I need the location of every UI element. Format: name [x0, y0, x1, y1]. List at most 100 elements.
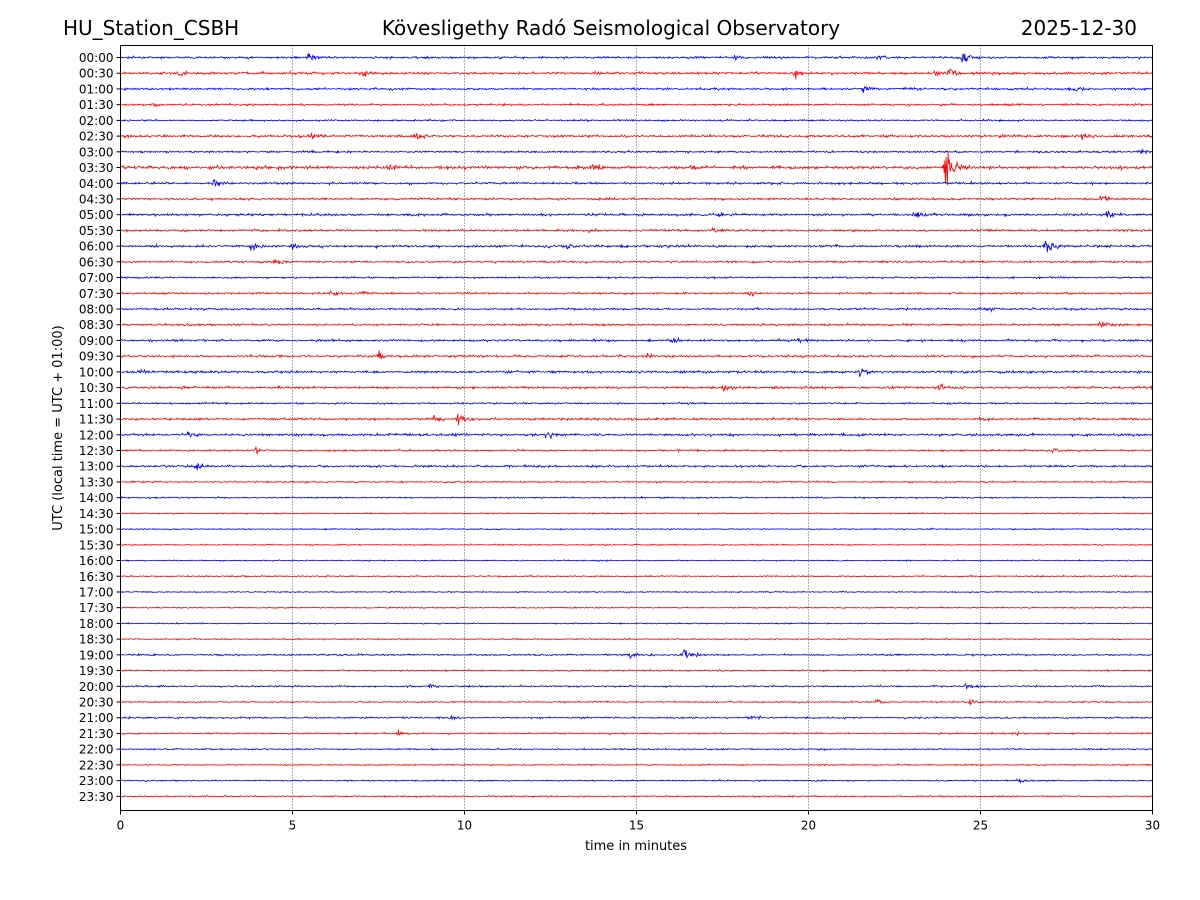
- y-tick-label: 18:00: [79, 617, 114, 631]
- trace-0900: [120, 336, 1153, 345]
- y-tick-label: 19:00: [79, 648, 114, 662]
- y-tick-label: 23:00: [79, 774, 114, 788]
- trace-0430: [120, 195, 1153, 202]
- trace-1930: [120, 668, 1153, 673]
- y-tick-label: 22:00: [79, 743, 114, 757]
- trace-1330: [120, 480, 1153, 484]
- plot-frame: [120, 45, 1153, 811]
- x-tick-label: 20: [801, 819, 816, 833]
- y-tick-label: 19:30: [79, 664, 114, 678]
- y-tick-label: 12:00: [79, 428, 114, 442]
- date-label: 2025-12-30: [1021, 16, 1137, 40]
- trace-2200: [120, 747, 1153, 752]
- trace-1130: [120, 413, 1153, 426]
- trace-0500: [120, 210, 1153, 218]
- vertical-grid: [292, 45, 981, 811]
- y-tick-label: 16:30: [79, 570, 114, 584]
- trace-0100: [120, 85, 1153, 93]
- trace-0630: [120, 258, 1153, 265]
- trace-0400: [120, 178, 1153, 187]
- trace-0200: [120, 118, 1153, 123]
- y-tick-label: 03:00: [79, 145, 114, 159]
- y-tick-label: 17:30: [79, 601, 114, 615]
- y-tick-label: 00:30: [79, 67, 114, 81]
- y-tick-label: 17:00: [79, 585, 114, 599]
- station-label: HU_Station_CSBH: [63, 16, 239, 40]
- trace-1730: [120, 606, 1153, 610]
- x-ticks: 0 5 10 15 20 25 30: [117, 810, 1160, 833]
- x-tick-label: 30: [1145, 819, 1160, 833]
- trace-1230: [120, 446, 1153, 455]
- y-tick-label: 15:30: [79, 538, 114, 552]
- y-tick-label: 14:30: [79, 507, 114, 521]
- y-tick-label: 15:00: [79, 523, 114, 537]
- y-tick-label: 10:30: [79, 381, 114, 395]
- chart-title: Kövesligethy Radó Seismological Observat…: [382, 16, 840, 40]
- y-tick-label: 11:30: [79, 413, 114, 427]
- y-tick-label: 21:00: [79, 711, 114, 725]
- trace-0730: [120, 289, 1153, 297]
- y-tick-label: 16:00: [79, 554, 114, 568]
- y-tick-label: 07:00: [79, 271, 114, 285]
- trace-0130: [120, 102, 1153, 108]
- y-tick-label: 01:00: [79, 82, 114, 96]
- trace-1300: [120, 462, 1153, 471]
- trace-2230: [120, 763, 1153, 767]
- trace-2330: [120, 794, 1153, 799]
- trace-1900: [120, 649, 1153, 659]
- y-tick-label: 00:00: [79, 51, 114, 65]
- trace-1030: [120, 383, 1153, 393]
- y-tick-label: 02:00: [79, 114, 114, 128]
- y-tick-label: 08:30: [79, 318, 114, 332]
- trace-1630: [120, 574, 1153, 579]
- y-tick-label: 05:00: [79, 208, 114, 222]
- x-tick-label: 0: [117, 819, 125, 833]
- trace-0700: [120, 275, 1153, 280]
- y-tick-label: 08:00: [79, 303, 114, 317]
- y-tick-label: 23:30: [79, 790, 114, 804]
- y-tick-label: 11:00: [79, 397, 114, 411]
- x-tick-label: 15: [629, 819, 644, 833]
- x-tick-label: 5: [289, 819, 297, 833]
- trace-0800: [120, 306, 1153, 313]
- y-tick-label: 07:30: [79, 287, 114, 301]
- trace-0600: [120, 240, 1153, 253]
- x-tick-label: 25: [973, 819, 988, 833]
- trace-0830: [120, 321, 1153, 329]
- y-tick-label: 10:00: [79, 365, 114, 379]
- trace-1400: [120, 495, 1153, 500]
- trace-1200: [120, 430, 1153, 439]
- y-tick-label: 09:30: [79, 350, 114, 364]
- y-tick-label: 01:30: [79, 98, 114, 112]
- trace-0030: [120, 68, 1153, 80]
- trace-2000: [120, 682, 1153, 690]
- y-axis-label: UTC (local time = UTC + 01:00): [51, 325, 66, 530]
- trace-layer: [120, 53, 1153, 799]
- trace-1000: [120, 368, 1153, 378]
- y-tick-label: 04:00: [79, 177, 114, 191]
- trace-0300: [120, 148, 1153, 156]
- x-axis-label: time in minutes: [585, 839, 687, 854]
- trace-2130: [120, 729, 1153, 737]
- y-tick-label: 22:30: [79, 758, 114, 772]
- y-tick-label: 18:30: [79, 633, 114, 647]
- trace-0000: [120, 53, 1153, 63]
- y-tick-label: 13:00: [79, 460, 114, 474]
- trace-0930: [120, 350, 1153, 359]
- trace-2100: [120, 714, 1153, 721]
- y-tick-label: 12:30: [79, 444, 114, 458]
- trace-1700: [120, 590, 1153, 594]
- y-tick-label: 13:30: [79, 475, 114, 489]
- y-tick-label: 06:30: [79, 255, 114, 269]
- y-tick-label: 02:30: [79, 130, 114, 144]
- trace-0530: [120, 226, 1153, 234]
- trace-1430: [120, 511, 1153, 516]
- y-tick-label: 05:30: [79, 224, 114, 238]
- y-tick-label: 21:30: [79, 727, 114, 741]
- trace-1530: [120, 543, 1153, 547]
- y-tick-label: 04:30: [79, 192, 114, 206]
- y-tick-label: 03:30: [79, 161, 114, 175]
- trace-1830: [120, 637, 1153, 641]
